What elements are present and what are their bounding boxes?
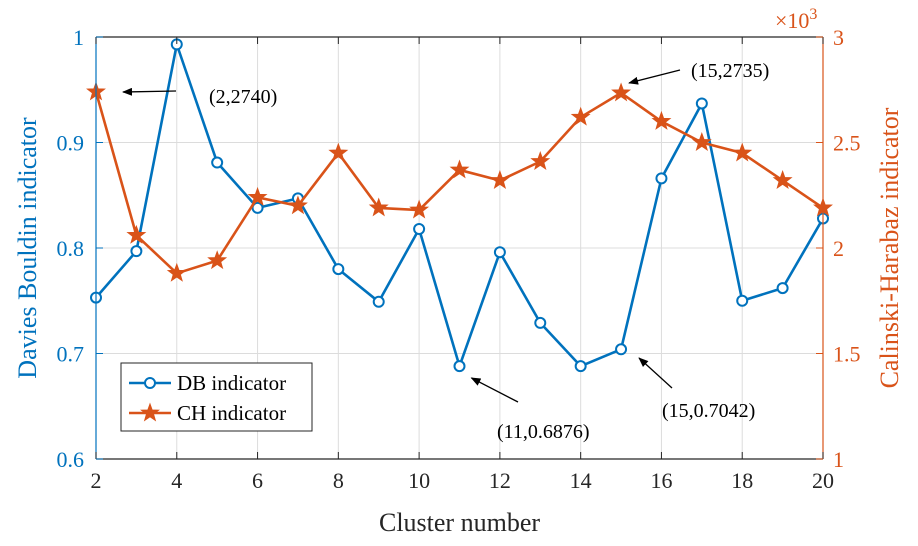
db-data-point bbox=[453, 360, 466, 373]
x-tick-label: 4 bbox=[171, 468, 182, 493]
legend: DB indicator CH indicator bbox=[120, 362, 313, 432]
x-axis-label: Cluster number bbox=[379, 508, 540, 537]
ch-data-point bbox=[409, 199, 430, 219]
exponent-power: 3 bbox=[809, 6, 817, 23]
ch-data-point bbox=[126, 224, 147, 244]
db-data-point bbox=[211, 156, 224, 169]
y-right-axis-label: Calinski-Harabaz indicator bbox=[875, 107, 904, 388]
y-left-tick-label: 0.9 bbox=[57, 131, 85, 156]
x-tick-label: 14 bbox=[570, 468, 592, 493]
legend-label-ch: CH indicator bbox=[177, 401, 286, 425]
annotation-text: (2,2740) bbox=[209, 86, 277, 108]
db-series-line bbox=[95, 43, 825, 368]
db-data-point bbox=[615, 343, 628, 356]
db-data-point bbox=[574, 360, 587, 373]
ch-data-point bbox=[207, 250, 228, 270]
x-tick-label: 16 bbox=[650, 468, 672, 493]
db-data-point bbox=[332, 263, 345, 276]
y-left-tick-label: 1 bbox=[73, 25, 84, 50]
legend-marker-ch bbox=[140, 402, 160, 422]
annotation-text: (15,2735) bbox=[691, 60, 769, 82]
annotation-arrow bbox=[122, 87, 177, 96]
x-tick-label: 10 bbox=[408, 468, 430, 493]
ch-data-point bbox=[449, 159, 470, 179]
axes: 2 4 6 8 10 12 14 16 18 200.60.70.80.9111.522.53×1… bbox=[13, 6, 904, 537]
db-data-point bbox=[372, 295, 385, 308]
ch-data-point bbox=[530, 151, 551, 170]
annotation-text: (15,0.7042) bbox=[662, 400, 755, 422]
y-left-tick-label: 0.7 bbox=[57, 342, 85, 367]
exponent-base: ×10 bbox=[775, 8, 809, 33]
y-right-tick-label: 2 bbox=[833, 236, 844, 261]
ch-data-point bbox=[772, 170, 793, 189]
legend-label-db: DB indicator bbox=[177, 371, 286, 395]
y-right-tick-label: 2.5 bbox=[833, 131, 861, 156]
ch-data-point bbox=[570, 106, 591, 126]
ch-data-point bbox=[368, 197, 389, 217]
ch-data-point bbox=[166, 262, 187, 282]
annotation-text: (11,0.6876) bbox=[497, 421, 590, 443]
db-data-point bbox=[736, 294, 749, 307]
ch-data-point bbox=[611, 82, 632, 102]
x-tick-label: 2 bbox=[91, 468, 102, 493]
db-data-point bbox=[130, 245, 143, 258]
series-layer bbox=[86, 38, 833, 373]
ch-data-point bbox=[328, 142, 349, 162]
y-left-axis-label: Davies Bouldin indicator bbox=[13, 117, 42, 379]
ch-data-point bbox=[651, 110, 672, 130]
ch-data-point bbox=[732, 142, 753, 162]
db-data-point bbox=[251, 201, 264, 214]
x-tick-label: 6 bbox=[252, 468, 263, 493]
ch-data-point bbox=[247, 186, 268, 206]
ch-data-point bbox=[489, 170, 510, 189]
legend-box bbox=[120, 362, 313, 432]
annotation-arrow bbox=[470, 377, 519, 403]
x-tick-label: 8 bbox=[333, 468, 344, 493]
db-data-point bbox=[413, 223, 426, 236]
annotation-arrow bbox=[638, 357, 673, 389]
ch-series-line bbox=[94, 91, 824, 275]
y-right-tick-label: 1 bbox=[833, 447, 844, 472]
x-tick-label: 20 bbox=[812, 468, 834, 493]
annotation-arrow bbox=[628, 69, 681, 85]
annotations: (2,2740) (15,2735) (11,0.6876) (15,0.7042) bbox=[122, 60, 769, 443]
db-data-point bbox=[655, 172, 668, 185]
y-right-tick-label: 1.5 bbox=[833, 342, 861, 367]
db-data-point bbox=[695, 97, 708, 110]
ch-data-point bbox=[691, 132, 712, 151]
x-tick-label: 18 bbox=[731, 468, 753, 493]
y-left-tick-label: 0.8 bbox=[57, 236, 85, 261]
ch-data-point bbox=[287, 195, 308, 215]
y-right-exponent-label: ×103 bbox=[775, 6, 817, 33]
legend-marker-db bbox=[144, 377, 156, 389]
x-tick-label: 12 bbox=[489, 468, 511, 493]
y-left-tick-label: 0.6 bbox=[57, 447, 85, 472]
db-data-point bbox=[776, 282, 789, 295]
db-data-point bbox=[493, 246, 506, 259]
y-right-tick-label: 3 bbox=[833, 25, 844, 50]
db-data-point bbox=[534, 316, 547, 329]
